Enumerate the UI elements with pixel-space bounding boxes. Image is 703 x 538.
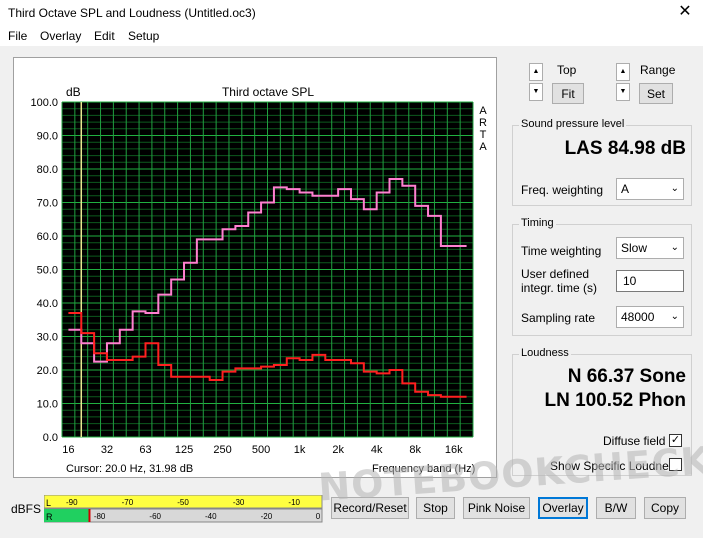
x-tick-label: 8k — [409, 444, 421, 456]
meter-left-channel: L — [46, 498, 51, 508]
x-tick-label: 63 — [139, 444, 151, 456]
top-label: Top — [557, 63, 577, 77]
timing-group: Timing — [512, 217, 692, 336]
diffuse-field-label: Diffuse field — [603, 434, 666, 448]
time-weighting-label: Time weighting — [521, 244, 602, 258]
chevron-down-icon: ⌄ — [670, 183, 679, 194]
chart-title: Third octave SPL — [222, 85, 314, 99]
range-up-button[interactable]: ▲ — [616, 63, 630, 81]
menu-edit[interactable]: Edit — [94, 29, 115, 43]
side-label-letter: R — [479, 117, 487, 129]
meter-tick-bottom: -80 — [94, 512, 106, 521]
spl-group: Sound pressure level — [512, 118, 692, 206]
top-up-button[interactable]: ▲ — [529, 63, 543, 81]
x-tick-label: 125 — [175, 444, 193, 456]
integr-time-label-1: User defined — [521, 267, 590, 281]
menu-overlay[interactable]: Overlay — [40, 29, 82, 43]
x-tick-label: 1k — [294, 444, 306, 456]
menu-setup[interactable]: Setup — [128, 29, 160, 43]
y-tick-label: 10.0 — [37, 399, 58, 411]
level-meter: L R -90 -70 -50 -30 -10 -80 -60 -40 -20 0 — [44, 495, 323, 523]
close-icon[interactable]: ✕ — [678, 3, 692, 20]
time-weighting-value: Slow — [621, 241, 648, 255]
meter-tick-bottom: -60 — [149, 512, 161, 521]
meter-tick-top: -70 — [122, 498, 134, 507]
integr-time-input[interactable]: 10 — [616, 270, 684, 292]
stop-button[interactable]: Stop — [416, 497, 455, 519]
cursor-readout: Cursor: 20.0 Hz, 31.98 dB — [66, 463, 193, 475]
y-tick-label: 90.0 — [37, 131, 58, 143]
menu-bar: File Overlay Edit Setup — [0, 26, 703, 46]
window-title: Third Octave SPL and Loudness (Untitled.… — [8, 6, 256, 20]
chevron-down-icon: ⌄ — [670, 242, 679, 253]
y-tick-label: 30.0 — [37, 332, 58, 344]
x-tick-label: 4k — [371, 444, 383, 456]
fit-button[interactable]: Fit — [552, 83, 584, 104]
meter-right-channel: R — [46, 512, 53, 522]
integr-time-label-2: integr. time (s) — [521, 281, 598, 295]
y-tick-label: 60.0 — [37, 231, 58, 243]
copy-button[interactable]: Copy — [644, 497, 686, 519]
sampling-rate-label: Sampling rate — [521, 311, 596, 325]
meter-tick-bottom: 0 — [316, 512, 321, 521]
y-tick-label: 80.0 — [37, 164, 58, 176]
loudness-n-value: N 66.37 Sone — [567, 366, 686, 387]
show-specific-loudness-label: Show Specific Loudness — [550, 459, 681, 473]
freq-weighting-select[interactable]: A ⌄ — [616, 178, 684, 200]
diffuse-field-checkbox[interactable]: ✓ — [669, 434, 682, 447]
chevron-down-icon: ⌄ — [670, 311, 679, 322]
side-label-letter: A — [479, 141, 487, 153]
freq-weighting-value: A — [621, 182, 630, 196]
y-tick-label: 50.0 — [37, 265, 58, 277]
pink-noise-button[interactable]: Pink Noise — [463, 497, 530, 519]
x-tick-label: 16 — [62, 444, 74, 456]
series-line-1 — [68, 312, 467, 398]
loudness-ln-value: LN 100.52 Phon — [544, 390, 687, 411]
loudness-group-title: Loudness — [519, 347, 571, 359]
side-label-letter: T — [480, 129, 487, 141]
series-line-0 — [68, 178, 467, 363]
spl-chart[interactable]: 100.0 90.0 80.0 70.0 60.0 50.0 40.0 30.0 20.0 10.… — [14, 58, 498, 479]
x-tick-label: 16k — [445, 444, 463, 456]
sampling-rate-value: 48000 — [621, 310, 655, 324]
timing-group-title: Timing — [519, 217, 556, 229]
x-axis-label: Frequency band (Hz) — [372, 463, 475, 475]
set-button[interactable]: Set — [639, 83, 673, 104]
x-tick-label: 500 — [252, 444, 270, 456]
record-reset-button[interactable]: Record/Reset — [331, 497, 409, 519]
y-tick-label: 70.0 — [37, 198, 58, 210]
meter-tick-bottom: -20 — [261, 512, 273, 521]
y-axis-label: dB — [66, 85, 81, 99]
range-down-button[interactable]: ▼ — [616, 83, 630, 101]
sampling-rate-select[interactable]: 48000 ⌄ — [616, 306, 684, 328]
x-tick-label: 32 — [101, 444, 113, 456]
x-tick-label: 2k — [332, 444, 344, 456]
meter-tick-bottom: -40 — [205, 512, 217, 521]
bw-button[interactable]: B/W — [596, 497, 636, 519]
plot-frame: 100.0 90.0 80.0 70.0 60.0 50.0 40.0 30.0 20.0 10.… — [13, 57, 497, 478]
time-weighting-select[interactable]: Slow ⌄ — [616, 237, 684, 259]
spl-group-title: Sound pressure level — [519, 118, 627, 130]
meter-tick-top: -30 — [233, 498, 245, 507]
x-tick-label: 250 — [213, 444, 231, 456]
overlay-button[interactable]: Overlay — [538, 497, 588, 519]
top-down-button[interactable]: ▼ — [529, 83, 543, 101]
side-label-letter: A — [479, 105, 487, 117]
y-tick-label: 0.0 — [43, 432, 58, 444]
loudness-group: Loudness — [512, 347, 692, 476]
menu-file[interactable]: File — [8, 29, 28, 43]
y-tick-label: 100.0 — [30, 97, 58, 109]
y-tick-label: 40.0 — [37, 298, 58, 310]
spl-value: LAS 84.98 dB — [564, 138, 686, 159]
y-tick-label: 20.0 — [37, 365, 58, 377]
meter-tick-top: -10 — [288, 498, 300, 507]
show-specific-loudness-checkbox[interactable] — [669, 458, 682, 471]
meter-tick-top: -90 — [66, 498, 78, 507]
title-bar: Third Octave SPL and Loudness (Untitled.… — [0, 0, 703, 26]
freq-weighting-label: Freq. weighting — [521, 183, 604, 197]
range-label: Range — [640, 63, 676, 77]
meter-label: dBFS — [11, 502, 42, 516]
meter-tick-top: -50 — [177, 498, 189, 507]
